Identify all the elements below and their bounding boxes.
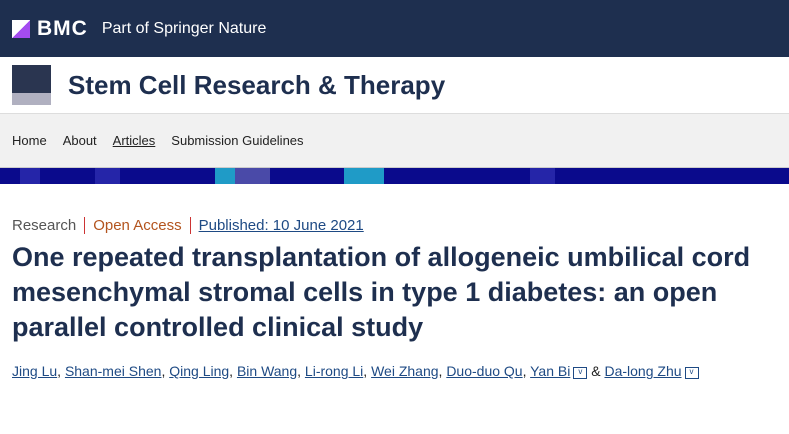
author-list: Jing Lu, Shan-mei Shen, Qing Ling, Bin W… xyxy=(12,359,777,384)
article-meta: Research Open Access Published: 10 June … xyxy=(12,217,777,234)
nav-about[interactable]: About xyxy=(62,133,97,148)
nav-home[interactable]: Home xyxy=(12,133,47,148)
author-link[interactable]: Da-long Zhu xyxy=(604,363,682,379)
author-link[interactable]: Shan-mei Shen xyxy=(64,363,162,379)
article-type: Research xyxy=(12,217,77,234)
divider xyxy=(189,217,191,234)
journal-nav: Home About Articles Submission Guideline… xyxy=(0,114,789,168)
author-link[interactable]: Duo-duo Qu xyxy=(446,363,523,379)
journal-header: Stem Cell Research & Therapy xyxy=(0,57,789,114)
author-link[interactable]: Qing Ling xyxy=(169,363,230,379)
journal-logo-icon[interactable] xyxy=(12,65,51,105)
bmc-logo-icon[interactable] xyxy=(12,19,30,38)
journal-title[interactable]: Stem Cell Research & Therapy xyxy=(68,69,446,100)
author-link[interactable]: Li-rong Li xyxy=(304,363,364,379)
decorative-banner xyxy=(0,168,789,184)
author-link[interactable]: Bin Wang xyxy=(236,363,298,379)
springer-tagline[interactable]: Part of Springer Nature xyxy=(101,19,267,37)
email-icon[interactable]: v xyxy=(684,367,699,379)
open-access-badge: Open Access xyxy=(93,217,182,234)
bmc-logo[interactable]: BMC xyxy=(37,16,88,40)
article-title: One repeated transplantation of allogene… xyxy=(12,242,751,342)
nav-articles[interactable]: Articles xyxy=(112,133,156,148)
nav-submission-guidelines[interactable]: Submission Guidelines xyxy=(171,133,304,148)
publisher-header: BMC Part of Springer Nature xyxy=(0,0,789,57)
divider xyxy=(84,217,86,234)
author-link[interactable]: Wei Zhang xyxy=(371,363,439,379)
ampersand: & xyxy=(591,363,601,379)
author-link[interactable]: Jing Lu xyxy=(12,363,58,379)
published-date-link[interactable]: Published: 10 June 2021 xyxy=(198,217,364,234)
email-icon[interactable]: v xyxy=(573,367,588,379)
author-link[interactable]: Yan Bi xyxy=(530,363,571,379)
